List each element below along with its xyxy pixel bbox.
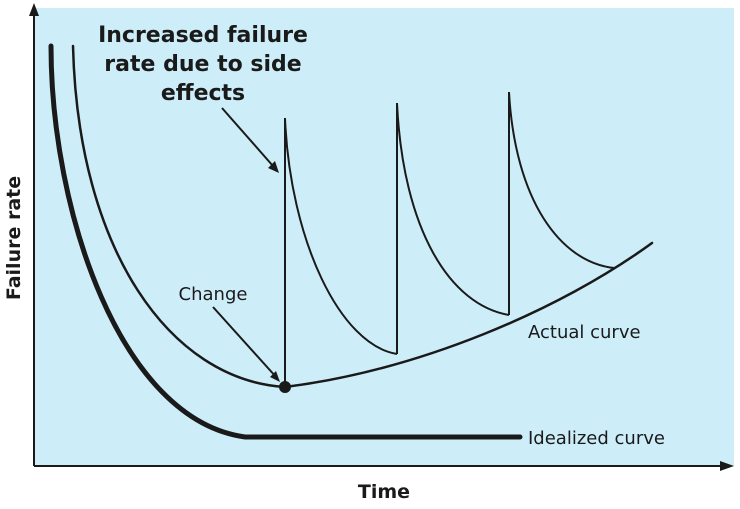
actual-curve-spike-1: [284, 117, 398, 387]
annotation-leader-arrowhead: [268, 161, 279, 173]
x-axis-label: Time: [358, 481, 410, 503]
annotation-leader-line: [221, 107, 274, 167]
actual-curve-spike-2: [396, 102, 510, 354]
annotation-line-1: Increased failure: [98, 23, 308, 48]
x-axis-arrowhead: [720, 461, 734, 471]
change-label: Change: [179, 284, 248, 305]
y-axis-label: Failure rate: [3, 176, 25, 300]
actual-curve-spike-3: [508, 91, 615, 315]
annotation-line-3: effects: [161, 81, 245, 106]
change-leader-line: [212, 306, 278, 379]
change-leader-arrowhead: [270, 371, 280, 382]
actual-curve-label: Actual curve: [528, 322, 641, 343]
idealized-curve-label: Idealized curve: [528, 428, 665, 449]
idealized-curve: [48, 43, 523, 440]
change-point-marker: [279, 381, 291, 393]
plot-background: [34, 8, 734, 466]
annotation-line-2: rate due to side: [104, 52, 301, 77]
y-axis-arrowhead: [29, 3, 39, 16]
